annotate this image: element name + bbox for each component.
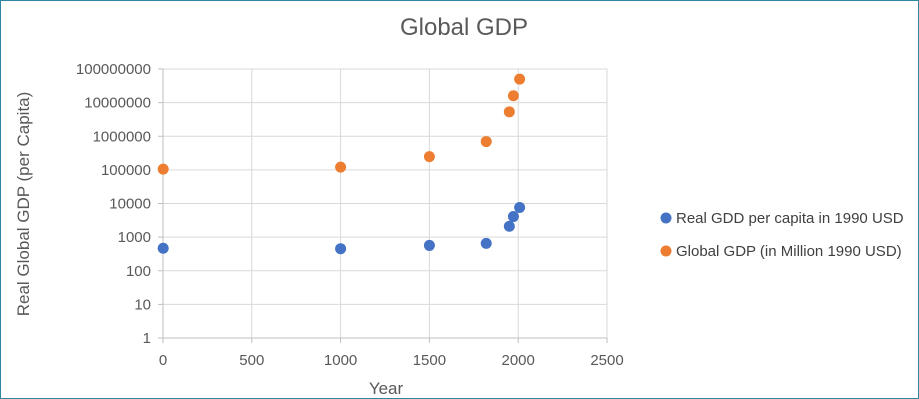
gridlines — [163, 68, 608, 338]
series1-point — [157, 242, 169, 254]
y-tick-label: 1 — [143, 330, 151, 347]
y-tick-label: 1000000 — [93, 128, 151, 145]
y-tick-label: 100 — [126, 263, 151, 280]
legend: Real GDD per capita in 1990 USD Global GD… — [660, 210, 904, 260]
series1-point — [514, 201, 526, 213]
x-tick-labels: 0 500 1000 1500 2000 2500 — [159, 352, 624, 369]
legend-label-series1: Real GDD per capita in 1990 USD — [676, 210, 904, 227]
legend-marker-series2 — [660, 245, 672, 257]
x-tick-label: 500 — [239, 352, 264, 369]
x-tick-label: 2000 — [502, 352, 535, 369]
y-tick-label: 1000 — [118, 229, 151, 246]
data-points — [157, 73, 526, 255]
x-tick-label: 2500 — [590, 352, 623, 369]
x-tick-label: 1000 — [324, 352, 357, 369]
y-tick-label: 10 — [134, 296, 151, 313]
y-tick-label: 10000000 — [84, 95, 151, 112]
axes — [158, 68, 608, 343]
y-axis-title: Real Global GDP (per Capita) — [14, 92, 33, 317]
series2-point — [335, 161, 347, 173]
series2-point — [514, 73, 526, 85]
y-tick-label: 100000 — [101, 162, 151, 179]
series1-point — [503, 220, 515, 232]
series2-point — [423, 151, 435, 163]
series2-point — [503, 106, 515, 118]
legend-marker-series1 — [660, 212, 672, 224]
x-axis-title: Year — [369, 379, 404, 398]
series1-point — [423, 239, 435, 251]
series1-point — [507, 211, 519, 223]
series1-point — [335, 243, 347, 255]
legend-label-series2: Global GDP (in Million 1990 USD) — [676, 243, 902, 260]
x-tick-label: 1500 — [413, 352, 446, 369]
series2-point — [157, 163, 169, 175]
series2-point — [507, 90, 519, 102]
series2-point — [480, 136, 492, 148]
x-tick-label: 0 — [159, 352, 167, 369]
series1-point — [480, 237, 492, 249]
y-tick-labels: 1 10 100 1000 10000 100000 1000000 10000000 1000… — [76, 61, 151, 347]
y-tick-label: 100000000 — [76, 61, 151, 78]
y-tick-label: 10000 — [109, 196, 151, 213]
chart-title: Global GDP — [400, 14, 528, 41]
